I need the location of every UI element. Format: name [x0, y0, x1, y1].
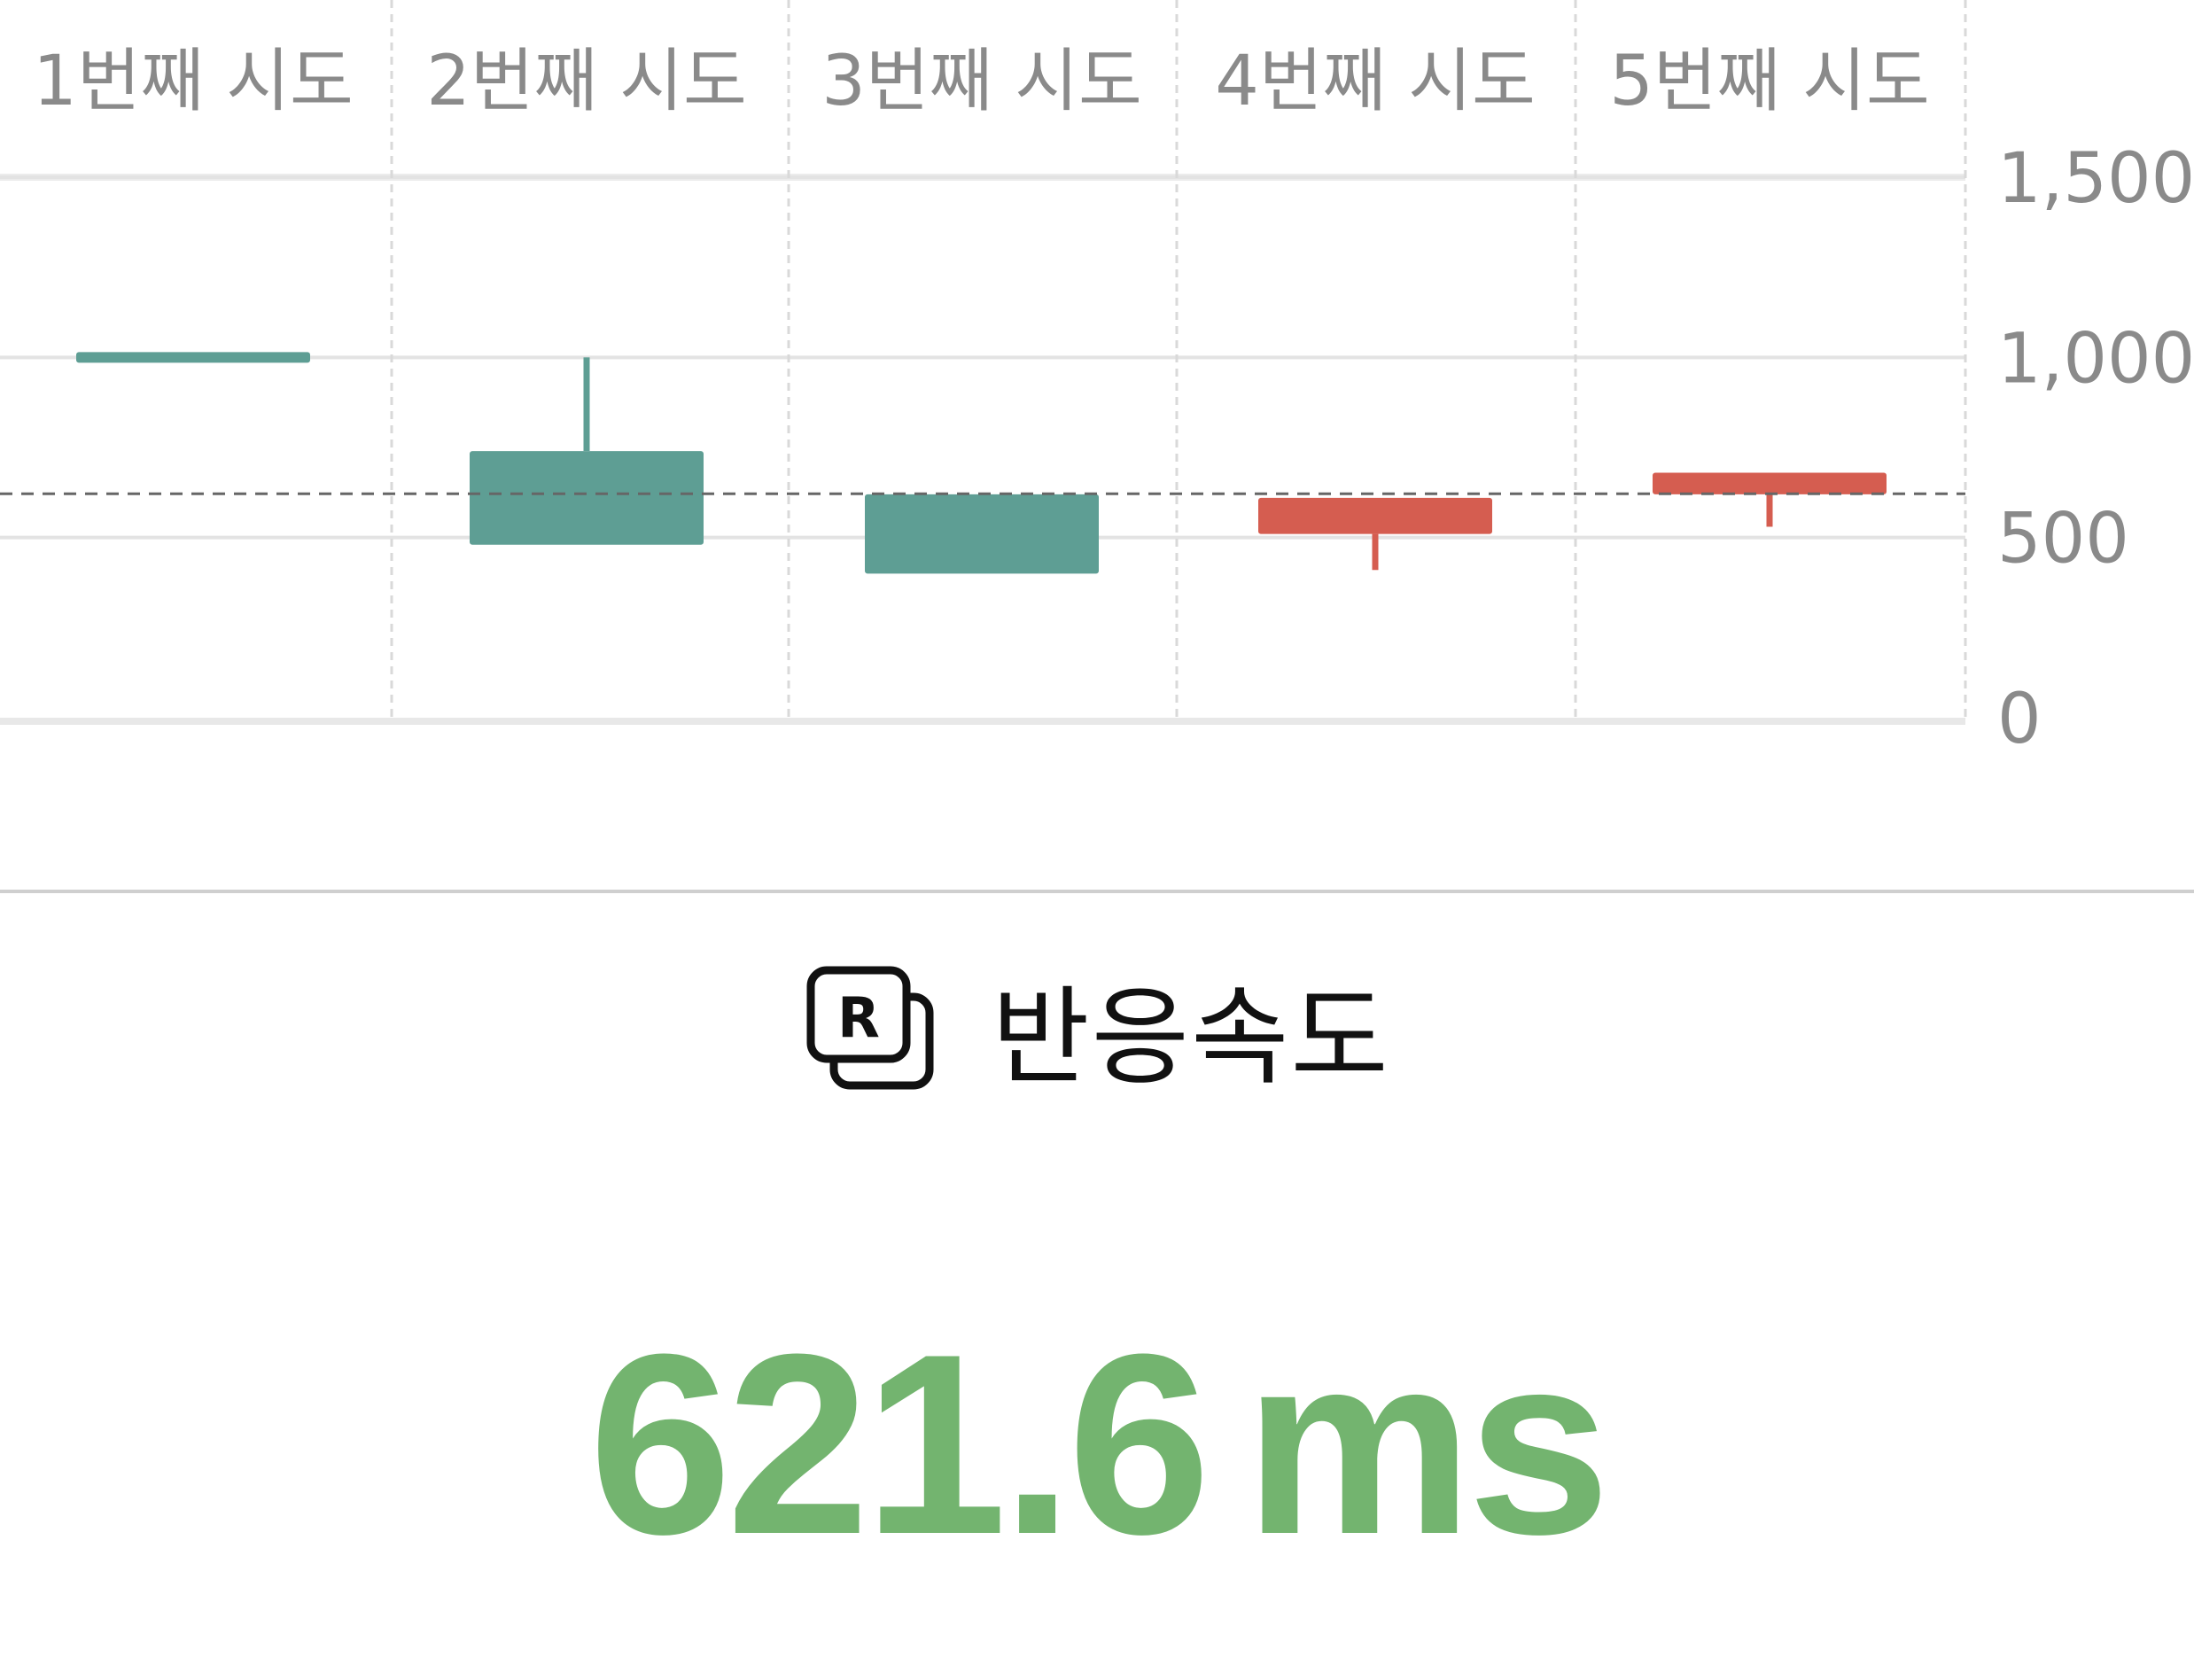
- chart-candles: [76, 352, 1887, 574]
- candle-body: [470, 451, 704, 545]
- y-tick-label: 500: [1997, 500, 2129, 579]
- candle: [76, 352, 310, 363]
- x-tick-label: 2번째 시도: [426, 42, 746, 121]
- x-tick-label: 1번째 시도: [33, 42, 353, 121]
- section-divider: [0, 890, 2194, 893]
- candle-body: [76, 352, 310, 363]
- candle-wick: [1766, 494, 1773, 527]
- chart-labels: 1번째 시도 2번째 시도 3번째 시도 4번째 시도 5번째 시도 0 500 1,000 1…: [33, 42, 2194, 759]
- candle-wick: [1372, 533, 1379, 571]
- reaction-r-icon: R: [806, 966, 934, 1090]
- candle-body: [865, 494, 1099, 574]
- x-tick-label: 3번째 시도: [821, 42, 1141, 121]
- candle-wick: [583, 357, 590, 452]
- metric-title: 반응속도: [992, 976, 1390, 1100]
- metric-header: R 반응속도: [0, 957, 2194, 1100]
- x-tick-label: 5번째 시도: [1609, 42, 1929, 121]
- y-tick-label: 0: [1997, 680, 2042, 759]
- metric-value: 621.6: [588, 1300, 1211, 1588]
- candle-body: [1653, 472, 1887, 494]
- chart-grid: [0, 0, 1967, 725]
- x-tick-label: 4번째 시도: [1215, 42, 1535, 121]
- metric-unit: ms: [1244, 1300, 1610, 1588]
- y-tick-label: 1,000: [1997, 319, 2194, 399]
- candle: [865, 494, 1099, 574]
- metric-value-display: 621.6 ms: [0, 1301, 2194, 1588]
- candle: [470, 357, 704, 545]
- y-tick-label: 1,500: [1997, 139, 2194, 219]
- candle: [1653, 472, 1887, 527]
- candle-body: [1258, 497, 1492, 534]
- reaction-candlestick-chart: 1번째 시도 2번째 시도 3번째 시도 4번째 시도 5번째 시도 0 500 1,000 1…: [0, 0, 2194, 759]
- candle: [1258, 497, 1492, 571]
- svg-text:R: R: [837, 985, 880, 1050]
